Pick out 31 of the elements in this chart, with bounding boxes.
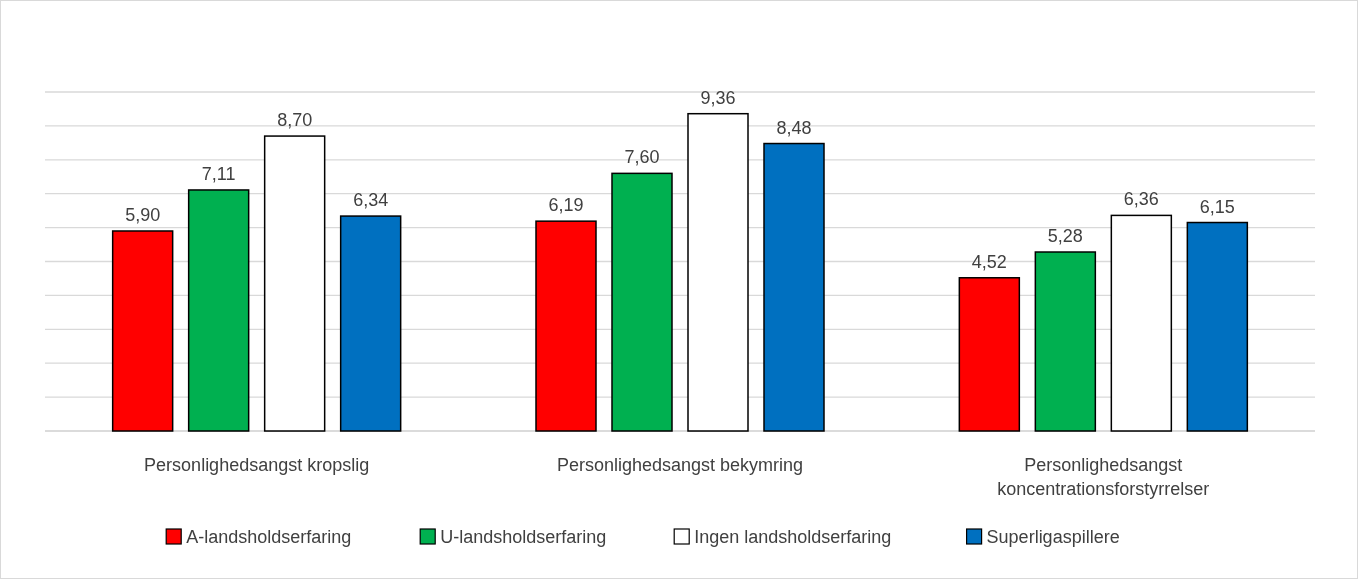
data-label: 6,36 bbox=[1123, 189, 1159, 210]
data-label: 7,60 bbox=[624, 147, 660, 168]
data-label: 5,28 bbox=[1047, 226, 1083, 247]
bar bbox=[339, 215, 402, 432]
bar bbox=[111, 230, 174, 432]
data-label: 6,34 bbox=[353, 190, 389, 211]
x-tick-label: Personlighedsangst koncentrationsforstyrrelser bbox=[997, 455, 1210, 499]
data-label: 6,15 bbox=[1199, 196, 1235, 217]
legend-label: U-landsholdserfaring bbox=[440, 527, 607, 548]
bar bbox=[611, 172, 673, 432]
data-label: 7,11 bbox=[201, 163, 236, 184]
bar bbox=[687, 112, 749, 432]
legend-label: Ingen landsholdserfaring bbox=[694, 527, 892, 548]
bar bbox=[1110, 214, 1173, 432]
data-label: 4,52 bbox=[971, 251, 1007, 272]
bar bbox=[763, 142, 825, 432]
bar bbox=[1034, 251, 1097, 432]
data-label: 6,19 bbox=[548, 195, 584, 216]
x-tick-label: Personlighedsangst bekymring bbox=[556, 455, 804, 475]
legend-label: Superligaspillere bbox=[986, 527, 1120, 548]
x-tick-label: Personlighedsangst kropslig bbox=[144, 455, 370, 475]
data-label: 9,36 bbox=[700, 87, 736, 108]
bar bbox=[1186, 221, 1249, 432]
bar bbox=[187, 189, 250, 432]
data-label: 8,48 bbox=[776, 117, 812, 138]
bar bbox=[263, 135, 326, 432]
data-label: 8,70 bbox=[277, 110, 313, 131]
legend-label: A-landsholdserfaring bbox=[186, 527, 352, 548]
bar bbox=[535, 220, 597, 432]
data-label: 5,90 bbox=[125, 204, 161, 225]
bar bbox=[958, 277, 1021, 432]
